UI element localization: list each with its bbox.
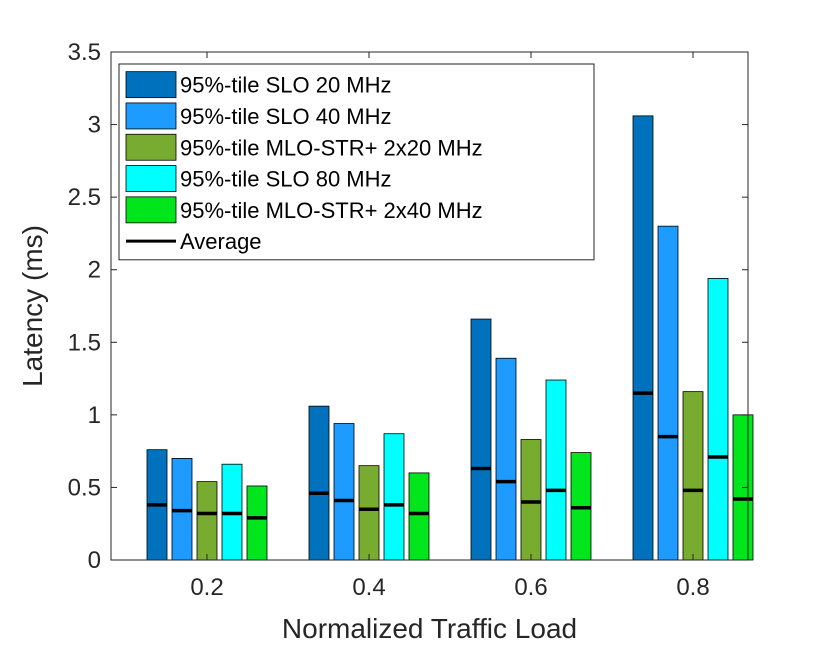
bar-0.6-series-3 — [545, 379, 567, 561]
x-tick-label: 0.2 — [190, 574, 223, 601]
legend-label: 95%-tile SLO 40 MHz — [180, 104, 392, 129]
y-tick-label: 2.5 — [68, 184, 101, 211]
bar-0.6-series-0 — [470, 318, 492, 561]
bar-0.4-series-1 — [333, 423, 355, 561]
y-tick-label: 0.5 — [68, 474, 101, 501]
y-tick-label: 3 — [88, 112, 101, 139]
x-tick-label: 0.8 — [676, 574, 709, 601]
y-axis-ticks: 0 0.5 1 1.5 2 2.5 3 3.5 — [68, 39, 748, 574]
bar-0.8-series-3 — [707, 278, 729, 561]
bar-0.8-series-0 — [632, 115, 654, 561]
legend-swatch — [125, 196, 177, 224]
bar-0.4-series-3 — [383, 433, 405, 561]
y-tick-label: 1.5 — [68, 329, 101, 356]
y-tick-label: 3.5 — [68, 39, 101, 66]
legend-label: 95%-tile SLO 80 MHz — [180, 167, 392, 192]
legend-swatch — [125, 71, 177, 99]
bar-0.4-series-4 — [408, 472, 430, 561]
axes-box — [110, 51, 749, 561]
legend-box — [118, 63, 595, 261]
bar-0.6-series-2 — [520, 439, 542, 561]
x-tick-label: 0.4 — [352, 574, 385, 601]
legend-label: 95%-tile MLO-STR+ 2x20 MHz — [180, 135, 483, 160]
legend-label: 95%-tile MLO-STR+ 2x40 MHz — [180, 198, 483, 223]
legend-swatch — [125, 165, 177, 192]
bar-0.2-series-4 — [246, 485, 268, 561]
y-tick-label: 2 — [88, 257, 101, 284]
bar-0.4-series-2 — [358, 465, 380, 561]
legend-label: Average — [180, 229, 262, 254]
bar-0.8-series-2 — [682, 391, 704, 561]
legend: 95%-tile SLO 20 MHz 95%-tile SLO 40 MHz 95… — [118, 63, 595, 261]
legend-swatch — [125, 133, 177, 161]
x-axis-ticks: 0.2 0.4 0.6 0.8 — [190, 52, 710, 601]
bar-0.8-series-1 — [657, 225, 679, 561]
legend-label: 95%-tile SLO 20 MHz — [180, 73, 392, 98]
bar-0.2-series-2 — [196, 481, 218, 561]
bar-0.4-series-0 — [308, 405, 330, 561]
y-tick-label: 1 — [88, 402, 101, 429]
legend-swatch — [125, 102, 177, 130]
y-axis-title: Latency (ms) — [17, 225, 48, 387]
x-tick-label: 0.6 — [514, 574, 547, 601]
bar-0.6-series-1 — [495, 357, 517, 561]
x-axis-title: Normalized Traffic Load — [282, 613, 577, 644]
y-tick-label: 0 — [88, 547, 101, 574]
